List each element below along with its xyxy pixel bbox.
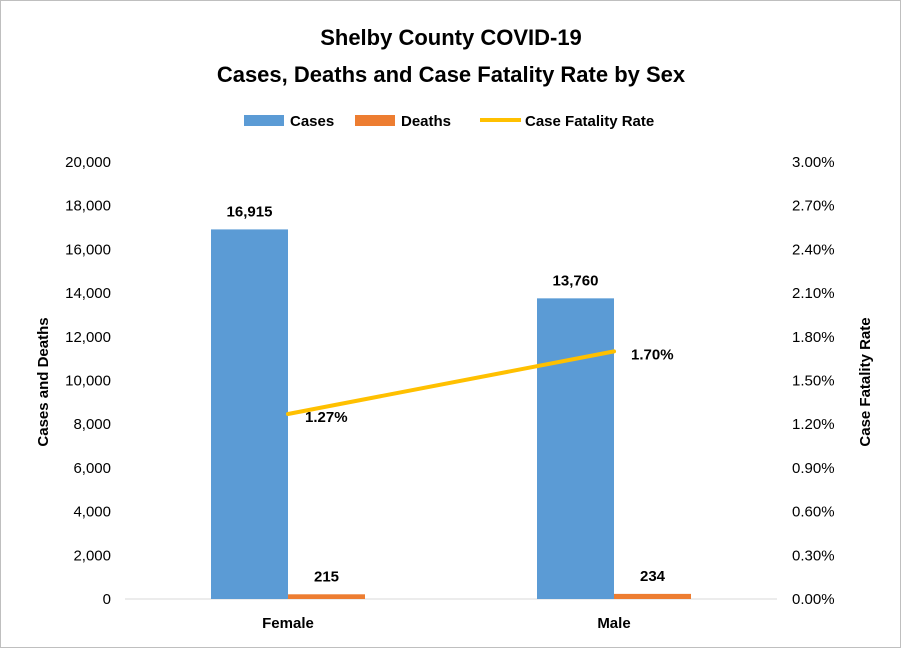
y-tick-label: 10,000	[65, 373, 111, 390]
y2-tick-label: 3.00%	[792, 154, 835, 171]
y-tick-label: 16,000	[65, 241, 111, 258]
data-labels: 16,915 215 13,760 234 1.27% 1.70%	[227, 203, 674, 585]
y-axis-ticks: 0 2,000 4,000 6,000 8,000 10,000 12,000 14,000 1…	[65, 154, 111, 608]
legend: Cases Deaths Case Fatality Rate	[244, 113, 654, 130]
chart-subtitle: Cases, Deaths and Case Fatality Rate by …	[217, 62, 686, 87]
y2-axis-title: Case Fatality Rate	[857, 317, 874, 446]
y-axis-title: Cases and Deaths	[35, 317, 52, 446]
y-tick-label: 8,000	[73, 416, 111, 433]
y2-tick-label: 1.50%	[792, 373, 835, 390]
y-tick-label: 0	[103, 591, 111, 608]
y-tick-label: 6,000	[73, 460, 111, 477]
y2-tick-label: 2.40%	[792, 241, 835, 258]
cfr-line	[286, 349, 616, 417]
legend-label-cfr: Case Fatality Rate	[525, 113, 654, 130]
category-label: Male	[597, 615, 630, 632]
y-tick-label: 14,000	[65, 285, 111, 302]
cfr-line-path	[286, 349, 616, 417]
data-label: 215	[314, 568, 339, 585]
y2-tick-label: 2.10%	[792, 285, 835, 302]
y2-tick-label: 0.60%	[792, 504, 835, 521]
y2-tick-label: 2.70%	[792, 198, 835, 215]
cfr-data-label: 1.70%	[631, 346, 674, 363]
bar-deaths	[614, 593, 691, 599]
bars	[211, 229, 691, 599]
y-tick-label: 2,000	[73, 547, 111, 564]
y2-axis-ticks: 0.00% 0.30% 0.60% 0.90% 1.20% 1.50% 1.80% 2.10%…	[792, 154, 835, 608]
y-tick-label: 4,000	[73, 504, 111, 521]
y-tick-label: 12,000	[65, 329, 111, 346]
y-tick-label: 20,000	[65, 154, 111, 171]
y2-tick-label: 1.20%	[792, 416, 835, 433]
chart-title: Shelby County COVID-19	[320, 25, 582, 50]
data-label: 234	[640, 568, 666, 585]
y-tick-label: 18,000	[65, 198, 111, 215]
y2-tick-label: 1.80%	[792, 329, 835, 346]
y2-tick-label: 0.30%	[792, 547, 835, 564]
legend-swatch-cases	[244, 115, 284, 126]
category-labels: Female Male	[262, 615, 631, 632]
legend-label-cases: Cases	[290, 113, 334, 130]
bar-cases	[537, 298, 614, 599]
bar-cases	[211, 229, 288, 599]
legend-swatch-deaths	[355, 115, 395, 126]
cfr-data-label: 1.27%	[305, 409, 348, 426]
data-label: 13,760	[553, 272, 599, 289]
legend-label-deaths: Deaths	[401, 113, 451, 130]
category-label: Female	[262, 615, 314, 632]
y2-tick-label: 0.90%	[792, 460, 835, 477]
bar-deaths	[288, 594, 365, 599]
data-label: 16,915	[227, 203, 273, 220]
y2-tick-label: 0.00%	[792, 591, 835, 608]
